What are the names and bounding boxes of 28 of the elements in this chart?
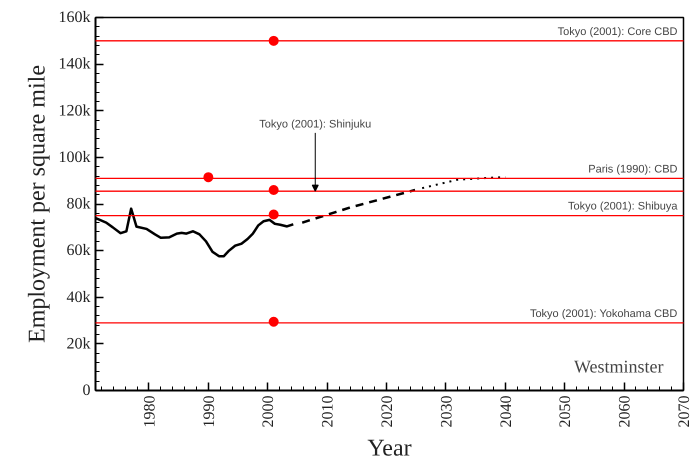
line-series xyxy=(421,176,506,190)
x-tick-label: 1980 xyxy=(141,396,158,428)
annotation: Tokyo (2001): Shinjuku xyxy=(259,118,372,131)
x-tick-label: 1990 xyxy=(200,396,218,428)
x-axis-title: Year xyxy=(367,436,412,462)
y-tick-label: 80k xyxy=(66,196,90,212)
ref-line-label: Tokyo (2001): Shibuya xyxy=(568,200,678,213)
x-tick-label: 2060 xyxy=(616,396,634,428)
ref-line-label: Tokyo (2001): Core CBD xyxy=(558,26,678,38)
y-tick-label: 40k xyxy=(66,288,90,306)
x-tick-label: 2000 xyxy=(260,396,278,428)
annotation: Westminster xyxy=(574,356,664,376)
y-tick-label: 20k xyxy=(66,335,90,352)
x-tick-label: 2040 xyxy=(498,396,515,428)
x-tick-label: 2030 xyxy=(438,396,456,428)
y-tick-label: 120k xyxy=(58,102,90,120)
ref-line-label: Paris (1990): CBD xyxy=(588,163,678,176)
y-tick-label: 140k xyxy=(58,56,90,73)
x-tick-label: 2070 xyxy=(676,396,693,428)
x-tick-label: 2020 xyxy=(379,396,396,428)
y-tick-label: 160k xyxy=(58,9,90,26)
y-tick-label: 100k xyxy=(58,148,90,166)
y-tick-label: 60k xyxy=(66,242,90,260)
y-axis-title: Employment per square mile xyxy=(24,65,50,343)
x-tick-label: 2050 xyxy=(557,396,574,428)
x-tick-label: 2010 xyxy=(320,396,337,428)
ref-line-label: Tokyo (2001): Yokohama CBD xyxy=(530,308,678,320)
y-tick-label: 0 xyxy=(82,382,90,399)
